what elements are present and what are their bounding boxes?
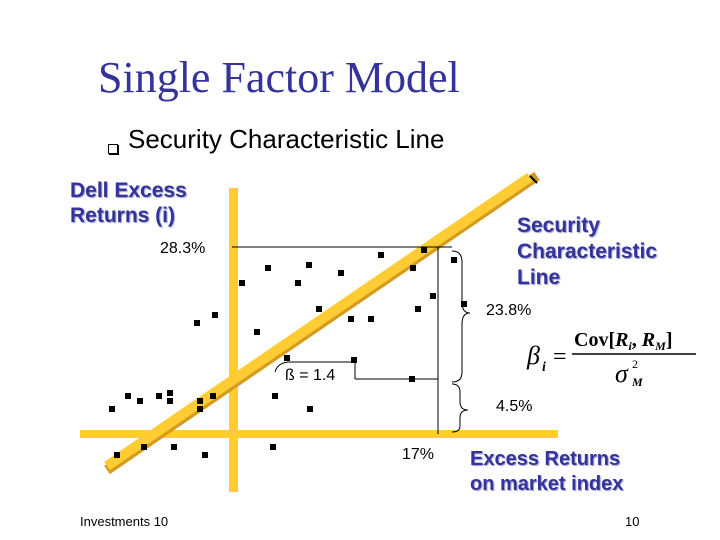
data-point bbox=[307, 406, 313, 412]
data-point bbox=[421, 247, 427, 253]
scl-label: Security Characteristic Line bbox=[517, 213, 657, 291]
data-point bbox=[348, 316, 354, 322]
formula-numerator: Cov[Ri, RM] bbox=[574, 329, 672, 353]
data-point bbox=[451, 257, 457, 263]
data-point bbox=[156, 393, 162, 399]
data-point bbox=[114, 452, 120, 458]
x-axis-label-line-2: on market index bbox=[470, 473, 624, 495]
x-axis-label: Excess Returns on market index bbox=[470, 447, 623, 497]
x-axis-label-line-1: Excess Returns bbox=[470, 448, 621, 470]
data-point bbox=[137, 398, 143, 404]
y-axis bbox=[229, 188, 238, 492]
y-axis-label-line-1: Dell Excess bbox=[70, 179, 187, 202]
data-point bbox=[265, 265, 271, 271]
formula-beta: β bbox=[526, 341, 540, 370]
data-point bbox=[430, 293, 436, 299]
footer-page-number: 10 bbox=[625, 514, 640, 529]
data-point bbox=[272, 393, 278, 399]
data-point bbox=[167, 398, 173, 404]
data-point bbox=[197, 398, 203, 404]
scl-line bbox=[104, 172, 533, 471]
data-point bbox=[171, 444, 177, 450]
label-28-3: 28.3% bbox=[160, 240, 206, 257]
formula-equals: = bbox=[553, 344, 567, 370]
formula-sigma: σ bbox=[615, 359, 629, 388]
x-axis bbox=[80, 430, 558, 438]
data-points bbox=[109, 247, 467, 458]
data-point bbox=[295, 280, 301, 286]
data-point bbox=[125, 393, 131, 399]
data-point bbox=[109, 406, 115, 412]
data-point bbox=[368, 316, 374, 322]
data-point bbox=[167, 390, 173, 396]
data-point bbox=[270, 444, 276, 450]
data-point bbox=[351, 357, 357, 363]
scl-label-line-1: Security bbox=[517, 214, 600, 237]
data-point bbox=[254, 329, 260, 335]
beta-label: ß = 1.4 bbox=[285, 367, 336, 384]
data-point bbox=[415, 306, 421, 312]
label-4-5: 4.5% bbox=[496, 398, 533, 415]
data-point bbox=[212, 312, 218, 318]
y-axis-label-line-2: Returns (i) bbox=[70, 204, 175, 227]
formula-sub-M: M bbox=[631, 375, 643, 389]
beta-formula: β i = Cov[Ri, RM] σ 2 M bbox=[526, 329, 696, 389]
data-point bbox=[194, 320, 200, 326]
data-point bbox=[306, 262, 312, 268]
y-axis-label: Dell Excess Returns (i) bbox=[70, 178, 187, 228]
slide-title: Single Factor Model bbox=[98, 53, 460, 102]
data-point bbox=[197, 406, 203, 412]
label-17: 17% bbox=[402, 446, 435, 463]
data-point bbox=[409, 376, 415, 382]
data-point bbox=[410, 265, 416, 271]
data-point bbox=[284, 355, 290, 361]
data-point bbox=[461, 301, 467, 307]
data-point bbox=[239, 280, 245, 286]
scl-label-line-3: Line bbox=[517, 266, 561, 289]
scl-label-line-2: Characteristic bbox=[517, 240, 658, 263]
beta-bracket bbox=[274, 361, 356, 379]
brace-lower bbox=[451, 383, 469, 433]
data-point bbox=[210, 393, 216, 399]
label-23-8: 23.8% bbox=[486, 302, 532, 319]
bullet-text: Security Characteristic Line bbox=[128, 124, 445, 154]
formula-sub-i: i bbox=[542, 360, 546, 375]
scl-line-tip bbox=[529, 175, 538, 184]
data-point bbox=[338, 270, 344, 276]
bullet-square-icon bbox=[108, 144, 118, 154]
data-point bbox=[316, 306, 322, 312]
data-point bbox=[202, 452, 208, 458]
footer-left: Investments 10 bbox=[80, 514, 169, 529]
data-point bbox=[378, 252, 384, 258]
brace-upper bbox=[451, 250, 471, 383]
formula-sup-2: 2 bbox=[632, 357, 638, 371]
data-point bbox=[141, 444, 147, 450]
